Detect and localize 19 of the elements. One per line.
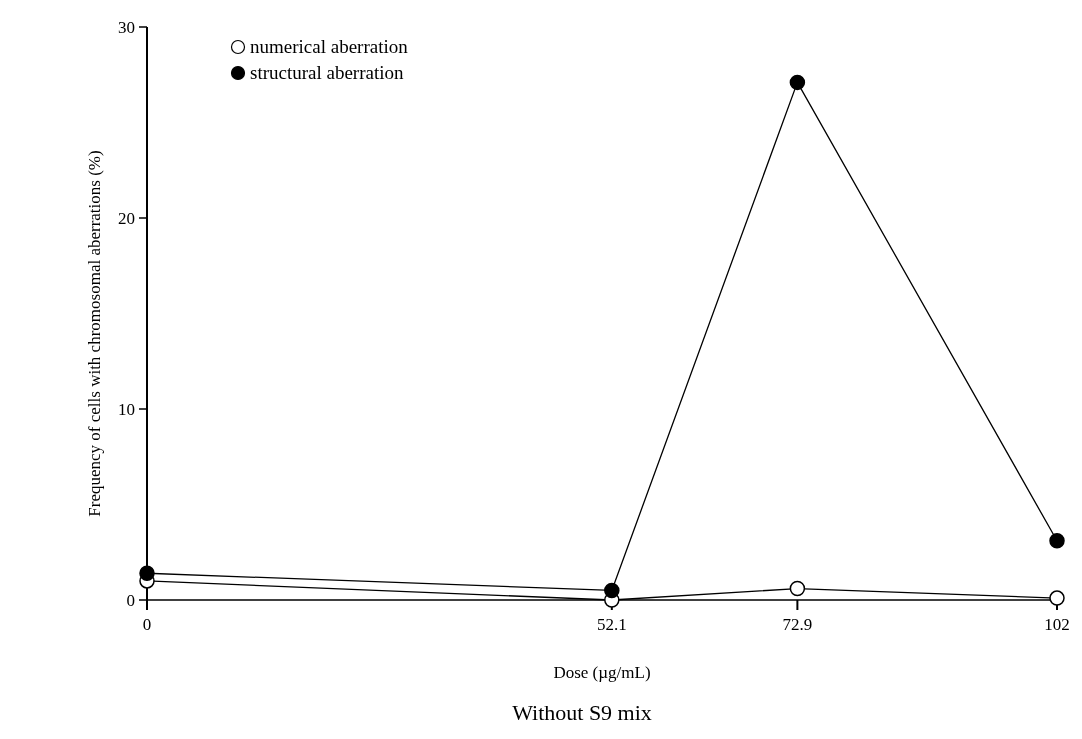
- y-tick-label: 30: [118, 18, 135, 37]
- point: [1049, 590, 1065, 606]
- legend-label: structural aberration: [250, 62, 405, 83]
- x-tick-label: 72.9: [782, 615, 813, 634]
- point: [789, 74, 806, 91]
- text: Without S9 mix: [512, 700, 652, 725]
- y-tick-label: 10: [118, 400, 135, 419]
- x-tick-label: 0: [142, 615, 152, 634]
- point: [604, 582, 620, 599]
- x-axis-title: Dose (µg/mL): [553, 663, 651, 682]
- y-tick-label: 0: [126, 591, 135, 610]
- point: [789, 580, 806, 597]
- y-tick-label: 20: [118, 209, 135, 228]
- x-tick-label: 102: [1044, 615, 1070, 634]
- y-axis-title: Frequency of cells with chromosomal aberrations (%): [85, 150, 104, 517]
- legend-label: numerical aberration: [250, 36, 409, 57]
- point: [139, 565, 155, 582]
- point: [1049, 533, 1065, 549]
- x-tick-label: 52.1: [596, 615, 627, 634]
